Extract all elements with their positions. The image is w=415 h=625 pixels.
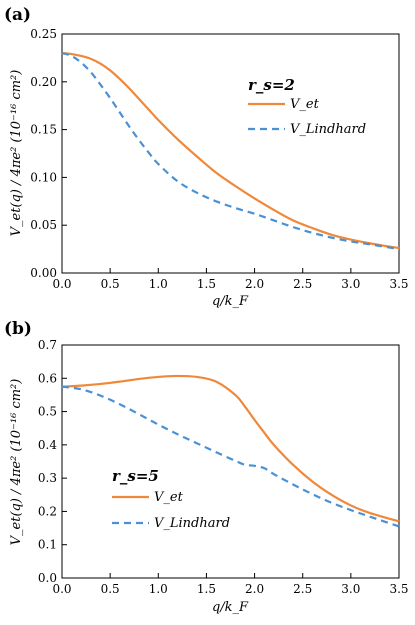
panel-b-x-tick-label: 1.5: [197, 582, 216, 596]
panel-a-x-tick-label: 3.0: [341, 277, 360, 291]
panel-b-series-lindhard-line: [61, 385, 400, 528]
panel-a-frame: [61, 33, 400, 274]
panel-a-legend-label-lindhard: V_Lindhard: [290, 122, 366, 137]
panel-b-frame: [61, 344, 400, 579]
panel-a-series-lindhard-line: [61, 52, 400, 251]
panel-b-x-tick-label: 3.0: [341, 582, 360, 596]
panel-b-ticks: 0.0 0.5 1.0 1.5 2.0 2.5 3.0 3.5 0.0 0.1 0.2 0.3 0.4 0…: [38, 338, 409, 596]
panel-b-x-axis-label: q/k_F: [212, 600, 249, 615]
panel-a-y-tick-label: 0.00: [30, 266, 57, 280]
panel-b-legend-title: r_s=5: [112, 467, 159, 485]
panel-b-legend: r_s=5 V_et V_Lindhard: [112, 467, 230, 531]
panel-b-y-axis-label: V_et(q) / 4πe² (10⁻¹⁶ cm²): [9, 379, 24, 546]
panel-b-y-tick-label: 0.4: [38, 438, 57, 452]
panel-b-lines: [61, 374, 400, 528]
panel-a-x-tick-label: 0.5: [101, 277, 120, 291]
panel-b-x-tick-label: 1.0: [149, 582, 168, 596]
panel-a-y-axis-label: V_et(q) / 4πe² (10⁻¹⁶ cm²): [9, 70, 24, 237]
panel-a-legend: r_s=2 V_et V_Lindhard: [248, 76, 366, 137]
panel-a: (a) 0.0 0.5 1.0 1.5 2.0 2.5 3.0 3.5 0.00 0.05 0.10…: [4, 5, 409, 309]
panel-a-y-tick-label: 0.20: [30, 75, 57, 89]
panel-a-y-tick-label: 0.25: [30, 27, 57, 41]
panel-b-y-tick-label: 0.0: [38, 571, 57, 585]
panel-b-x-tick-label: 3.5: [389, 582, 408, 596]
panel-b: (b) 0.0 0.5 1.0 1.5 2.0 2.5 3.0 3.5 0.0 0.1 0.2 0.3…: [4, 319, 409, 615]
panel-b-x-tick-label: 0.0: [52, 582, 71, 596]
panel-a-y-tick-label: 0.10: [30, 170, 57, 184]
panel-b-series-vet-line: [61, 374, 400, 523]
panel-a-legend-label-vet: V_et: [290, 97, 320, 112]
panel-a-x-tick-label: 1.0: [149, 277, 168, 291]
panel-b-legend-label-lindhard: V_Lindhard: [154, 516, 230, 531]
panel-a-x-tick-label: 2.0: [245, 277, 264, 291]
panel-a-legend-title: r_s=2: [248, 76, 295, 94]
panel-b-x-tick-label: 2.5: [293, 582, 312, 596]
panel-a-y-tick-label: 0.05: [30, 218, 57, 232]
panel-b-y-tick-label: 0.5: [38, 405, 57, 419]
panel-a-y-tick-label: 0.15: [30, 123, 57, 137]
panel-a-x-tick-label: 1.5: [197, 277, 216, 291]
panel-b-y-tick-label: 0.3: [38, 471, 57, 485]
panel-b-x-tick-label: 0.5: [101, 582, 120, 596]
panel-a-x-axis-label: q/k_F: [212, 294, 249, 309]
panel-b-legend-label-vet: V_et: [154, 490, 184, 505]
panel-b-label: (b): [4, 319, 32, 339]
panel-a-ticks: 0.0 0.5 1.0 1.5 2.0 2.5 3.0 3.5 0.00 0.05 0.10 0.15…: [30, 27, 408, 291]
panel-b-y-tick-label: 0.2: [38, 504, 57, 518]
panel-a-label: (a): [4, 5, 31, 25]
panel-b-y-tick-label: 0.6: [38, 371, 57, 385]
panel-a-x-tick-label: 0.0: [52, 277, 71, 291]
panel-b-x-tick-label: 2.0: [245, 582, 264, 596]
panel-a-series-vet-line: [61, 52, 400, 250]
panel-a-x-tick-label: 3.5: [389, 277, 408, 291]
panel-a-lines: [61, 52, 400, 251]
panel-b-y-tick-label: 0.7: [38, 338, 57, 352]
panel-b-y-tick-label: 0.1: [38, 538, 57, 552]
panel-a-x-tick-label: 2.5: [293, 277, 312, 291]
